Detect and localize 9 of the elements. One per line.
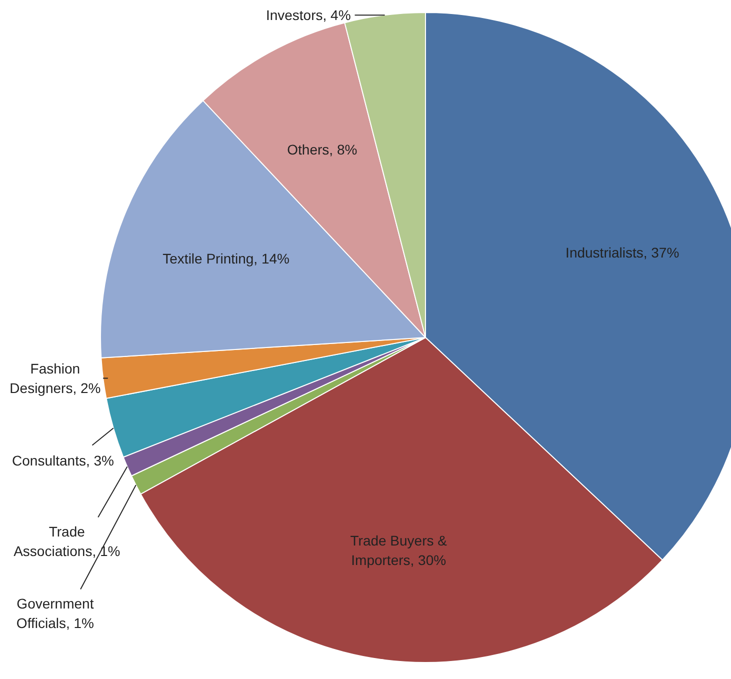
slice-label: Investors, 4% [266, 7, 351, 24]
slice-label: Consultants, 3% [12, 452, 114, 469]
slice-label: Industrialists, 37% [566, 244, 680, 260]
slice-label: Fashion Designers, 2% [10, 360, 101, 396]
slice-label: Government Officials, 1% [16, 596, 94, 631]
slice-label: Textile Printing, 14% [162, 250, 290, 267]
slice-label: Others, 8% [287, 142, 358, 158]
slice-label: Trade Associations, 1% [14, 524, 120, 559]
slice-label: Trade Buyers & Importers, 30% [350, 532, 448, 568]
